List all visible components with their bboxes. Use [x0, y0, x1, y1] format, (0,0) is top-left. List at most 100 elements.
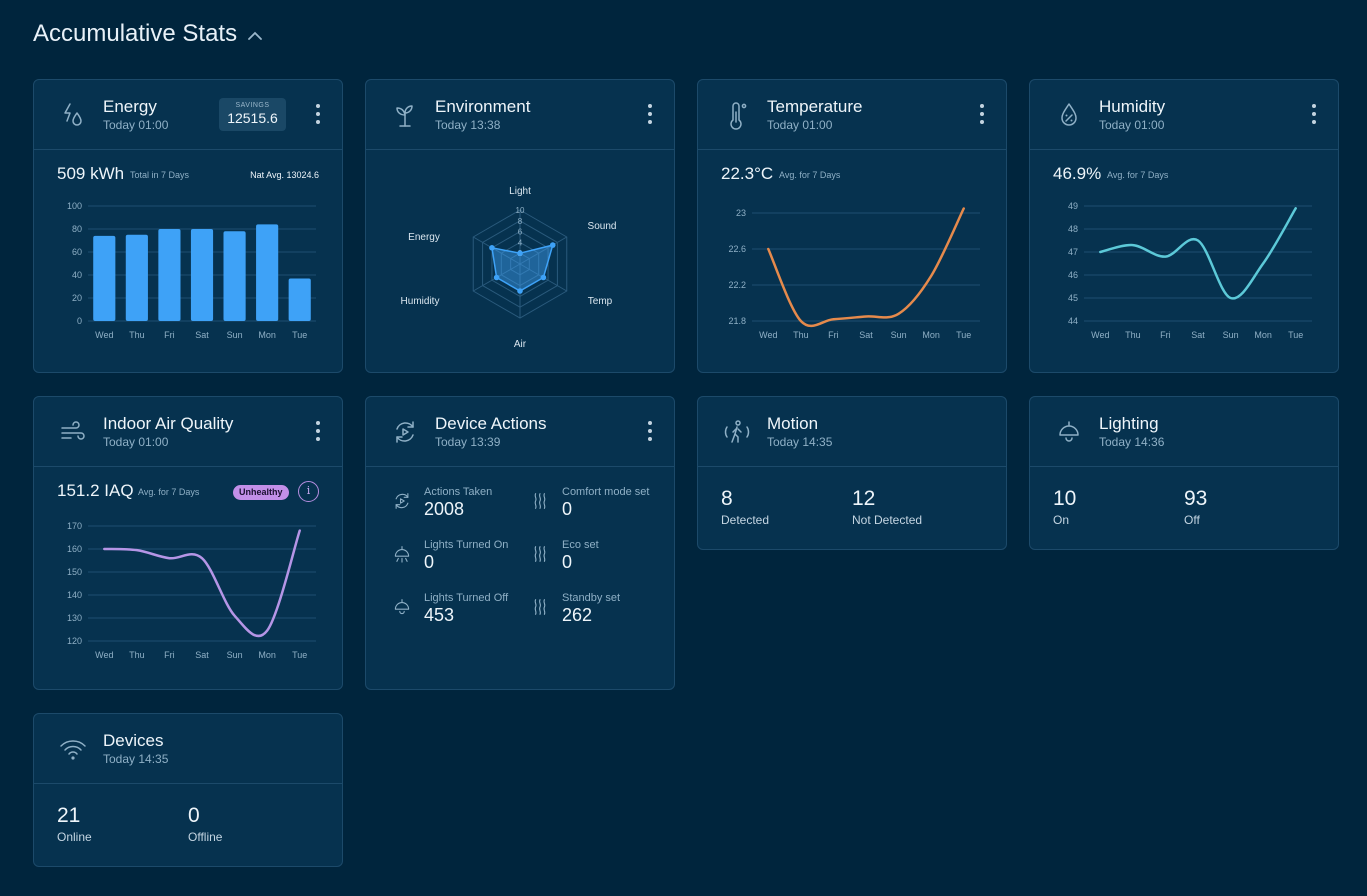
y-tick-label: 160 — [67, 544, 82, 554]
radar-tick-label: 8 — [518, 217, 523, 226]
x-tick-label: Mon — [1254, 330, 1272, 340]
environment-subtitle: Today 13:38 — [435, 118, 501, 132]
humidity-menu-button[interactable] — [1308, 104, 1320, 126]
temperature-title: Temperature — [767, 97, 863, 116]
device-actions-menu-button[interactable] — [644, 421, 656, 443]
energy-total-caption: Total in 7 Days — [130, 170, 190, 180]
devices-offline: 0 Offline — [188, 804, 222, 844]
y-tick-label: 47 — [1068, 247, 1078, 257]
humidity-card-header: Humidity Today 01:00 — [1030, 80, 1338, 150]
ceiling-lamp-icon — [1059, 421, 1079, 442]
x-tick-label: Sun — [227, 330, 243, 340]
temperature-card: Temperature Today 01:00 22.3°C Avg. for … — [697, 79, 1007, 373]
radar-axis-label: Sound — [588, 221, 617, 232]
action-value: 262 — [562, 605, 593, 625]
chevron-up-icon[interactable] — [247, 31, 263, 41]
radar-axis-label: Energy — [408, 232, 440, 243]
iaq-subtitle: Today 01:00 — [103, 435, 169, 449]
action-label: Eco set — [562, 539, 599, 551]
action-label: Actions Taken — [424, 486, 493, 498]
action-value: 453 — [424, 605, 455, 625]
humidity-caption: Avg. for 7 Days — [1107, 170, 1169, 180]
series-line — [1099, 207, 1297, 300]
radar-axis-label: Temp — [588, 296, 613, 307]
energy-menu-button[interactable] — [312, 104, 324, 126]
iaq-card-header: Indoor Air Quality Today 01:00 — [34, 397, 342, 467]
device-actions-card: Device Actions Today 13:39 Actions Taken… — [365, 396, 675, 690]
radar-spoke — [519, 236, 568, 265]
x-tick-label: Sun — [891, 330, 907, 340]
temperature-subtitle: Today 01:00 — [767, 118, 833, 132]
y-tick-label: 100 — [67, 201, 82, 211]
lighting-on-label: On — [1053, 513, 1070, 527]
x-tick-label: Thu — [793, 330, 809, 340]
x-tick-label: Tue — [1288, 330, 1303, 340]
lighting-off-value: 93 — [1184, 487, 1208, 510]
device-actions-card-header: Device Actions Today 13:39 — [366, 397, 674, 467]
x-tick-label: Thu — [1125, 330, 1141, 340]
action-label: Standby set — [562, 592, 621, 604]
y-tick-label: 170 — [67, 521, 82, 531]
savings-value: 12515.6 — [227, 110, 278, 126]
info-icon[interactable]: i — [298, 481, 319, 502]
radar-axis-label: Humidity — [401, 296, 440, 307]
y-tick-label: 45 — [1068, 293, 1078, 303]
x-tick-label: Sat — [1191, 330, 1205, 340]
humidity-value: 46.9% — [1053, 164, 1102, 183]
motion-not-detected-label: Not Detected — [852, 513, 923, 527]
lamp-on-icon — [394, 546, 410, 563]
x-tick-label: Wed — [1091, 330, 1109, 340]
x-tick-label: Mon — [258, 650, 276, 660]
x-tick-label: Mon — [258, 330, 276, 340]
x-tick-label: Sat — [859, 330, 873, 340]
environment-radar-chart: 246810LightSoundTempAirHumidityEnergy — [401, 186, 617, 350]
action-value: 2008 — [424, 499, 465, 519]
lighting-off-label: Off — [1184, 513, 1200, 527]
motion-subtitle: Today 14:35 — [767, 435, 833, 449]
radar-tick-label: 10 — [516, 206, 525, 215]
y-tick-label: 40 — [72, 270, 82, 280]
devices-title: Devices — [103, 731, 164, 750]
energy-bar — [288, 278, 311, 321]
motion-not-detected: 12 Not Detected — [852, 487, 922, 527]
environment-menu-button[interactable] — [644, 104, 656, 126]
page-title: Accumulative Stats — [33, 20, 263, 48]
humidity-drop-icon — [1061, 103, 1077, 126]
wind-icon — [61, 421, 85, 440]
humidity-title: Humidity — [1099, 97, 1166, 116]
thermometer-icon — [730, 102, 747, 130]
radar-point — [549, 242, 556, 248]
temperature-value: 22.3°C — [721, 164, 774, 183]
x-tick-label: Tue — [292, 330, 307, 340]
y-tick-label: 22.2 — [728, 280, 746, 290]
energy-bar — [158, 229, 181, 321]
energy-card: Energy Today 01:00 SAVINGS 12515.6 509 k… — [33, 79, 343, 373]
energy-total: 509 kWh — [57, 164, 125, 183]
lighting-title: Lighting — [1099, 414, 1159, 433]
radar-tick-label: 6 — [518, 228, 523, 237]
y-tick-label: 21.8 — [728, 316, 746, 326]
action-value: 0 — [562, 499, 573, 519]
motion-card: Motion Today 14:35 8 Detected 12 Not Det… — [697, 396, 1007, 550]
motion-title: Motion — [767, 414, 819, 433]
y-tick-label: 22.6 — [728, 244, 746, 254]
temperature-menu-button[interactable] — [976, 104, 988, 126]
motion-card-header: Motion Today 14:35 — [698, 397, 1006, 467]
y-tick-label: 120 — [67, 636, 82, 646]
lighting-card-header: Lighting Today 14:36 — [1030, 397, 1338, 467]
x-tick-label: Sat — [195, 330, 209, 340]
action-value: 0 — [424, 552, 435, 572]
energy-card-header: Energy Today 01:00 SAVINGS 12515.6 — [34, 80, 342, 150]
y-tick-label: 80 — [72, 224, 82, 234]
action-label: Lights Turned Off — [424, 592, 509, 604]
y-tick-label: 23 — [736, 208, 746, 218]
environment-card-header: Environment Today 13:38 — [366, 80, 674, 150]
devices-offline-value: 0 — [188, 804, 200, 827]
savings-label: SAVINGS — [235, 102, 270, 109]
humidity-chart: 44 45 46 47 48 49 Wed Thu Fri Sat Sun Mon Tue — [1068, 201, 1312, 340]
lighting-card: Lighting Today 14:36 10 On 93 Off — [1029, 396, 1339, 550]
energy-bar — [125, 234, 148, 321]
iaq-menu-button[interactable] — [312, 421, 324, 443]
y-tick-label: 60 — [72, 247, 82, 257]
page-title-text: Accumulative Stats — [33, 20, 238, 47]
